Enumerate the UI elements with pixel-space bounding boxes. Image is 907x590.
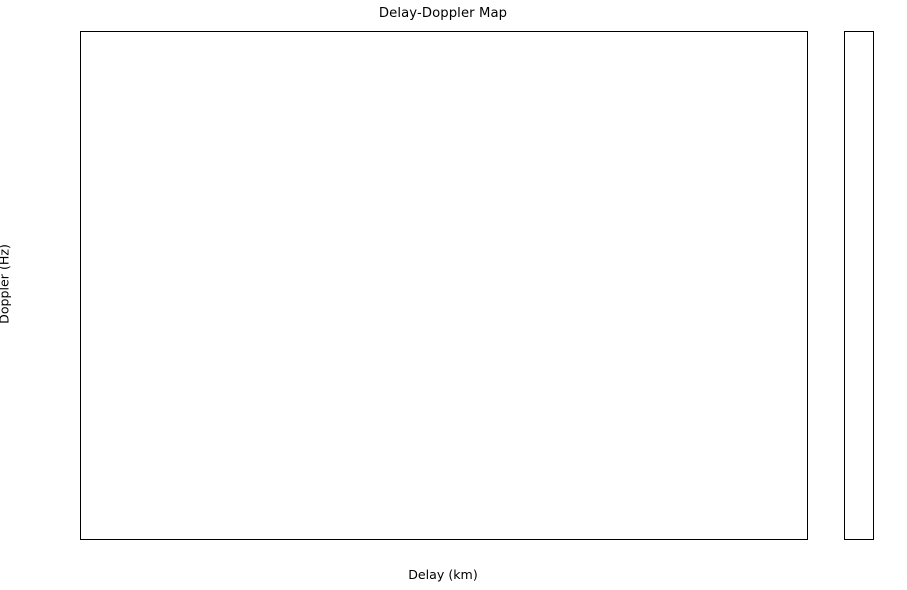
y-axis-label: Doppler (Hz) [0,244,12,324]
colorbar[interactable] [844,31,874,540]
delay-doppler-plot-area[interactable] [80,31,808,540]
x-axis-label: Delay (km) [408,567,478,582]
page-title: Delay-Doppler Map [378,6,508,21]
colorbar-gradient [845,32,873,539]
delay-doppler-heatmap-canvas [81,32,807,539]
